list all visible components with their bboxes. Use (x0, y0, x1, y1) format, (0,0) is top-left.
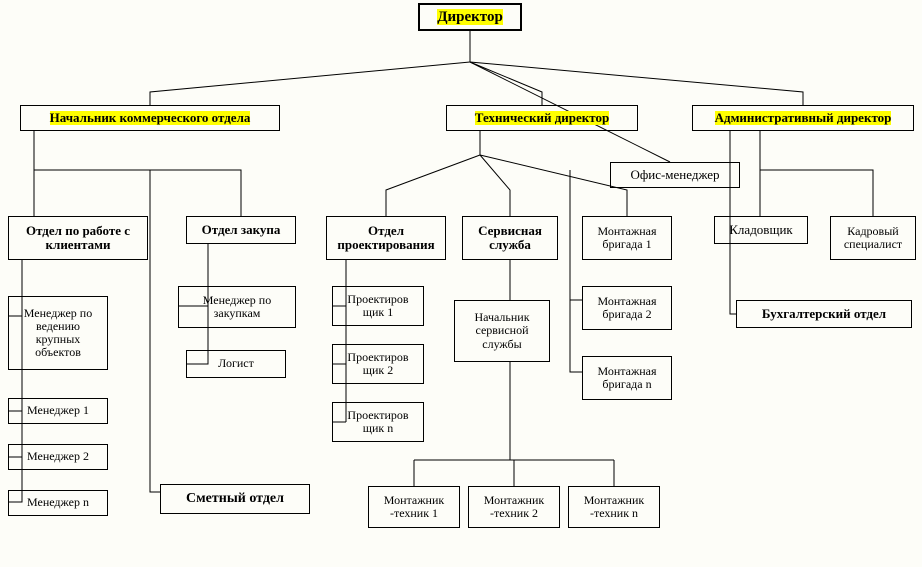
node-label: Технический директор (475, 111, 609, 125)
node-purchase_dept: Отдел закупа (186, 216, 296, 244)
node-manager1: Менеджер 1 (8, 398, 108, 424)
node-designerN: Проектиров щик n (332, 402, 424, 442)
node-commercial_head: Начальник коммерческого отдела (20, 105, 280, 131)
node-service_head: Начальник сервисной службы (454, 300, 550, 362)
node-manager2: Менеджер 2 (8, 444, 108, 470)
node-designer2: Проектиров щик 2 (332, 344, 424, 384)
node-brigade1: Монтажная бригада 1 (582, 216, 672, 260)
node-service_dept: Сервисная служба (462, 216, 558, 260)
node-label: Начальник коммерческого отдела (50, 111, 251, 125)
node-label: Административный директор (715, 111, 892, 125)
node-office_manager: Офис-менеджер (610, 162, 740, 188)
connectors-layer (0, 0, 922, 567)
org-chart: Директор Начальник коммерческого отдела Те… (0, 0, 922, 567)
node-accounting: Бухгалтерский отдел (736, 300, 912, 328)
node-label: Директор (437, 9, 503, 26)
node-logist: Логист (186, 350, 286, 378)
node-client_dept: Отдел по работе с клиентами (8, 216, 148, 260)
node-storekeeper: Кладовщик (714, 216, 808, 244)
node-admin_director: Административный директор (692, 105, 914, 131)
node-designer1: Проектиров щик 1 (332, 286, 424, 326)
node-estimate_dept: Сметный отдел (160, 484, 310, 514)
node-director: Директор (418, 3, 522, 31)
node-brigade2: Монтажная бригада 2 (582, 286, 672, 330)
node-design_dept: Отдел проектирования (326, 216, 446, 260)
node-brigadeN: Монтажная бригада n (582, 356, 672, 400)
node-purch_mgr: Менеджер по закупкам (178, 286, 296, 328)
node-hr_spec: Кадровый специалист (830, 216, 916, 260)
node-techN: Монтажник -техник n (568, 486, 660, 528)
node-managerN: Менеджер n (8, 490, 108, 516)
node-tech1: Монтажник -техник 1 (368, 486, 460, 528)
node-tech2: Монтажник -техник 2 (468, 486, 560, 528)
node-tech_director: Технический директор (446, 105, 638, 131)
node-big_obj_mgr: Менеджер по ведению крупных объектов (8, 296, 108, 370)
